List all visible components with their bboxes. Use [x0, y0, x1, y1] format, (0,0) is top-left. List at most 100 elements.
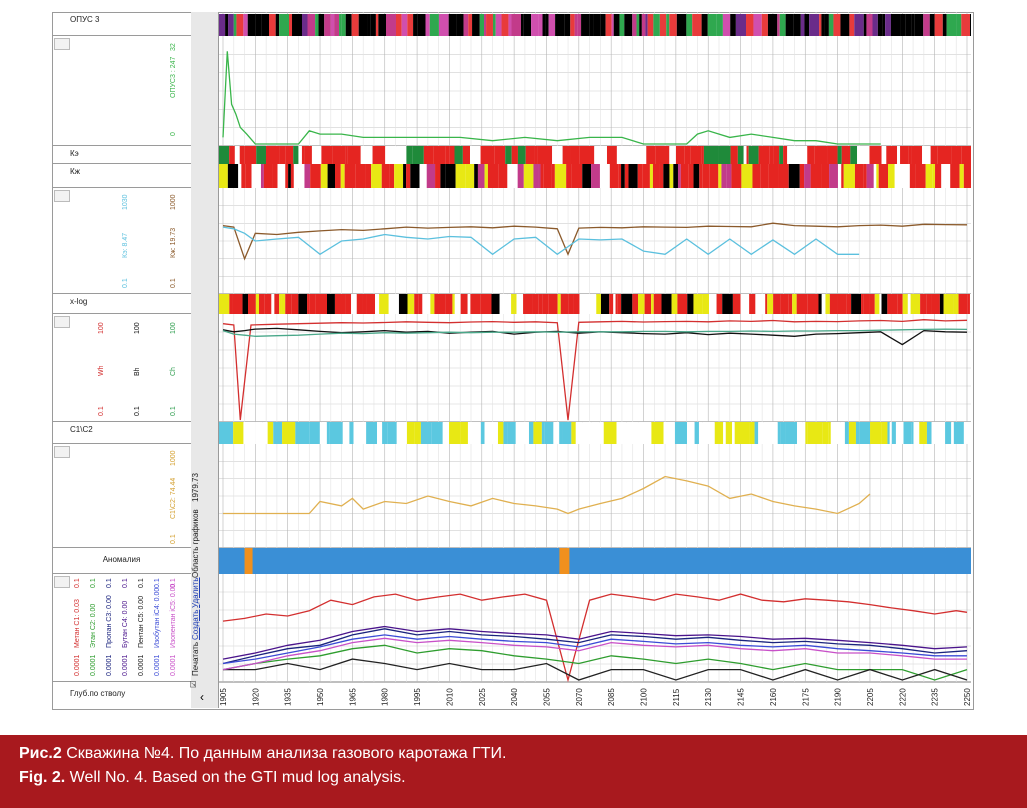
- kzh-band-segment: [663, 164, 670, 188]
- xlog-band-segment: [902, 294, 908, 314]
- kzh-band-segment: [245, 164, 252, 188]
- kzh-band-segment: [517, 164, 524, 188]
- depth-tick-label: 2160: [769, 688, 778, 706]
- opus-band-segment: [866, 14, 873, 36]
- c1c2-band-segment: [507, 422, 516, 444]
- c1c2-band-segment: [903, 422, 912, 444]
- opus-band-segment: [804, 14, 810, 36]
- opus-band-segment: [746, 14, 754, 36]
- track-header-depth[interactable]: Глуб.по стволу: [52, 682, 191, 708]
- create-link[interactable]: Создать: [191, 609, 200, 640]
- opus-band-segment: [605, 14, 612, 36]
- track-header-c1c2[interactable]: 0.1 C1\C2: 74.44 1000: [52, 444, 191, 548]
- kzh-band-segment: [915, 164, 926, 188]
- gas-axis-name: Изопентан iC5: 0.00: [170, 583, 177, 648]
- gas-axis-min: 0.0001: [90, 654, 97, 676]
- kzh-band-segment: [894, 164, 899, 188]
- xlog-band-segment: [818, 294, 822, 314]
- kzh-band-segment: [591, 164, 600, 188]
- delete-link[interactable]: Удалить: [191, 577, 200, 608]
- c1c2-band-segment: [840, 422, 845, 444]
- track-corner-handle[interactable]: [54, 446, 70, 458]
- track-header-xlog-band[interactable]: x-log: [52, 294, 191, 314]
- kzh-band-segment: [718, 164, 722, 188]
- ke-band-segment: [690, 146, 702, 164]
- gas-axis-max: 0.1: [154, 578, 161, 588]
- track-corner-handle[interactable]: [54, 38, 70, 50]
- track-corner-handle[interactable]: [54, 316, 70, 328]
- opus-band-segment: [753, 14, 762, 36]
- track-corner-handle[interactable]: [54, 576, 70, 588]
- print-checkbox[interactable]: ☑: [189, 680, 198, 688]
- print-label[interactable]: Печатать: [191, 641, 200, 676]
- opus-band-segment: [318, 14, 325, 36]
- track-header-opus[interactable]: 0 ОПУС3 : 247 32: [52, 36, 191, 146]
- xlog-band-segment: [881, 294, 888, 314]
- opus-band-segment: [292, 14, 302, 36]
- graph-area-label: Область графиков: [191, 509, 200, 578]
- depth-tick-label: 2100: [640, 688, 649, 706]
- c1c2-band-segment: [497, 422, 504, 444]
- track-header-xlog[interactable]: 0.1 Wh 100 0.1 Bh 100 0.1 Ch 100: [52, 314, 191, 422]
- track-header-gas[interactable]: 0.0001 Метан С1: 0.03 0.1 0.0001 Этан С2: 0.…: [52, 574, 191, 682]
- track-header-anomaly[interactable]: Аномалия: [52, 548, 191, 574]
- opus-band-segment: [761, 14, 768, 36]
- gas-axis-min: 0.0001: [106, 654, 113, 676]
- opus-band-segment: [956, 14, 962, 36]
- c1c2-band-segment: [953, 422, 964, 444]
- ke-band-segment: [234, 146, 240, 164]
- track-header-kzh[interactable]: Кж: [52, 164, 191, 188]
- gas-axis-max: 0.1: [122, 578, 129, 588]
- xlog-band-segment: [943, 294, 954, 314]
- xlog-band-segment: [969, 294, 971, 314]
- ke-band-segment: [229, 146, 235, 164]
- ke-band-segment: [449, 146, 455, 164]
- kzh-band-segment: [841, 164, 844, 188]
- track-corner-handle[interactable]: [54, 190, 70, 202]
- ke-band-segment: [911, 146, 923, 164]
- c1c2-band-segment: [484, 422, 498, 444]
- kzh-band-segment: [426, 164, 436, 188]
- opus-band-segment: [542, 14, 546, 36]
- c1c2-band-segment: [951, 422, 954, 444]
- kzh-label: Кж: [70, 167, 81, 176]
- opus-band-segment: [301, 14, 308, 36]
- ke-band-segment: [552, 146, 563, 164]
- opus-band-segment: [492, 14, 496, 36]
- c1c2-band-segment: [326, 422, 330, 444]
- opus-band-segment: [288, 14, 293, 36]
- opus-band-segment: [701, 14, 708, 36]
- xlog-band-segment: [523, 294, 533, 314]
- kzh-band-segment: [642, 164, 650, 188]
- c1c2-band-segment: [282, 422, 296, 444]
- kzh-band-segment: [435, 164, 441, 188]
- depth-tick-label: 2220: [898, 688, 907, 706]
- xlog-band-segment: [480, 294, 492, 314]
- xlog-band-segment: [542, 294, 546, 314]
- depth-tick-label: 2250: [963, 688, 971, 706]
- depth-tick-label: 2205: [866, 688, 875, 706]
- collapse-arrow-icon[interactable]: ‹: [200, 690, 204, 704]
- xlog-band-segment: [248, 294, 256, 314]
- ke-band-segment: [239, 146, 245, 164]
- ke-band-segment: [881, 146, 887, 164]
- depth-tick-layer: 1905 1920 1935 1950 1965 1980 1995 2010 2025 2040…: [219, 688, 971, 706]
- ke-band-segment: [908, 146, 912, 164]
- track-header-c1c2-band[interactable]: C1\C2: [52, 422, 191, 444]
- xlog-band-segment: [702, 294, 710, 314]
- kzh-band-segment: [599, 164, 610, 188]
- c1c2-band-segment: [377, 422, 383, 444]
- kzh-band-segment: [731, 164, 742, 188]
- opus-band-segment: [722, 14, 731, 36]
- track-header-opus-band[interactable]: ОПУС 3: [52, 12, 191, 36]
- xlog-band-segment: [600, 294, 610, 314]
- track-header-ke[interactable]: Кэ: [52, 146, 191, 164]
- depth-tick-label: 2190: [834, 688, 843, 706]
- ke-band-segment: [951, 146, 962, 164]
- xlog-band-segment: [445, 294, 453, 314]
- ke-band-segment: [304, 146, 312, 164]
- track-header-resistivity[interactable]: 0.1 Кэ: 8.47 1030 0.1 Кж: 19.73 1000: [52, 188, 191, 294]
- c1c2-band-segment: [763, 422, 778, 444]
- xlog-band-segment: [573, 294, 580, 314]
- opus-band-segment: [495, 14, 502, 36]
